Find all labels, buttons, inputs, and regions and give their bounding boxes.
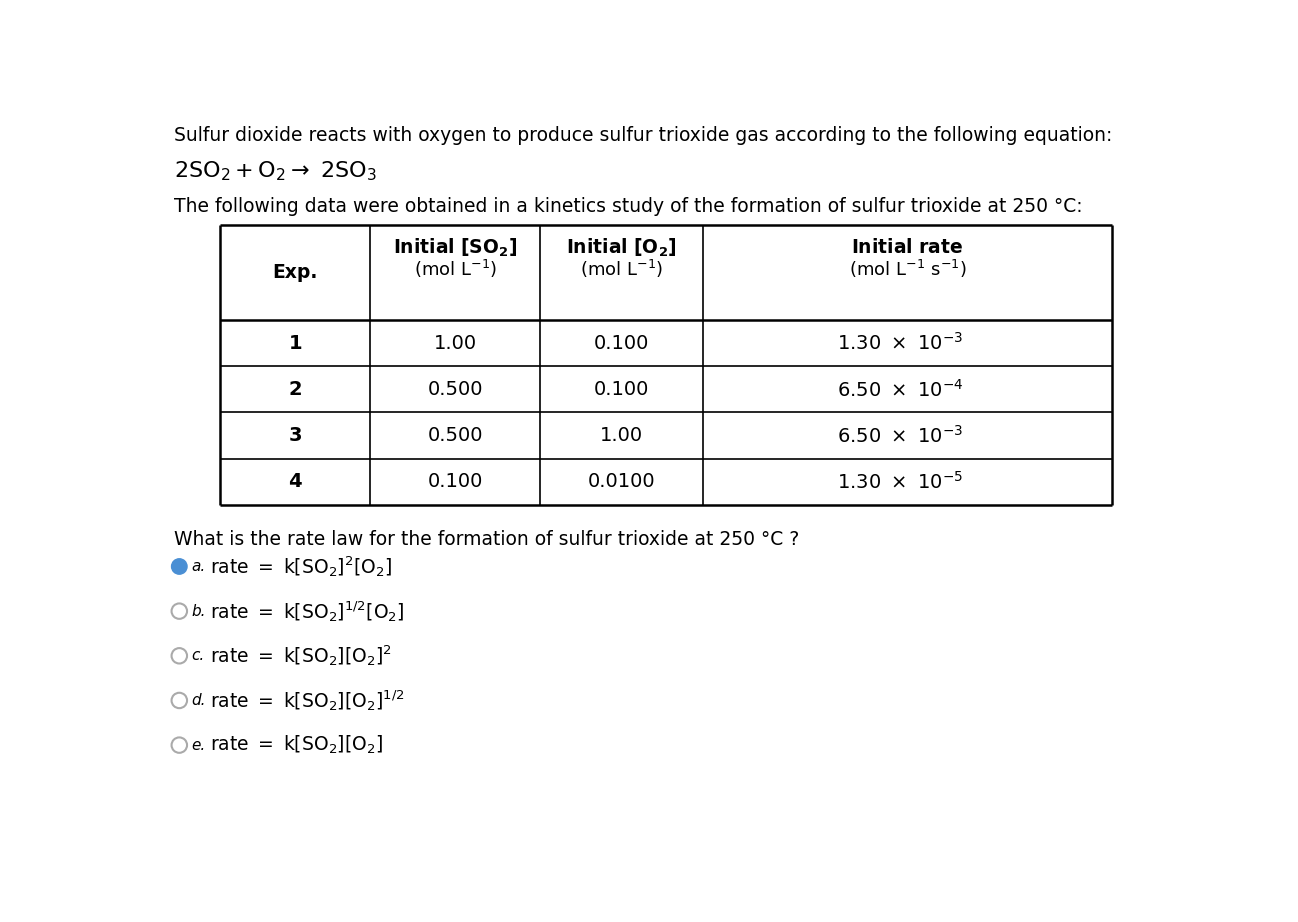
Text: 1: 1 <box>288 334 302 353</box>
Text: 1.00: 1.00 <box>434 334 476 353</box>
Text: rate $=$ k[SO$_2$][O$_2$]$^2$: rate $=$ k[SO$_2$][O$_2$]$^2$ <box>210 644 392 668</box>
Circle shape <box>171 559 187 574</box>
Text: 3: 3 <box>288 426 302 445</box>
Text: 0.100: 0.100 <box>594 380 649 399</box>
Text: $\mathregular{1.30\ \times\ 10^{-3}}$: $\mathregular{1.30\ \times\ 10^{-3}}$ <box>837 332 963 354</box>
Text: d.: d. <box>192 693 206 708</box>
Text: Sulfur dioxide reacts with oxygen to produce sulfur trioxide gas according to th: Sulfur dioxide reacts with oxygen to pro… <box>174 126 1112 145</box>
Text: 1.00: 1.00 <box>600 426 644 445</box>
Text: 0.500: 0.500 <box>427 380 483 399</box>
Text: $\mathbf{Initial\ [O_2]}$: $\mathbf{Initial\ [O_2]}$ <box>566 237 678 259</box>
Text: $\mathregular{(mol\ L^{-1})}$: $\mathregular{(mol\ L^{-1})}$ <box>414 258 497 280</box>
Text: rate $=$ k[SO$_2$]$^{1/2}$[O$_2$]: rate $=$ k[SO$_2$]$^{1/2}$[O$_2$] <box>210 598 405 623</box>
Text: 0.100: 0.100 <box>594 334 649 353</box>
Text: $\mathregular{6.50\ \times\ 10^{-4}}$: $\mathregular{6.50\ \times\ 10^{-4}}$ <box>836 378 963 400</box>
Text: 0.0100: 0.0100 <box>588 472 655 491</box>
Text: a.: a. <box>192 559 206 574</box>
Text: b.: b. <box>192 604 206 619</box>
Text: $\mathregular{6.50\ \times\ 10^{-3}}$: $\mathregular{6.50\ \times\ 10^{-3}}$ <box>837 425 963 446</box>
Text: 0.500: 0.500 <box>427 426 483 445</box>
Text: What is the rate law for the formation of sulfur trioxide at 250 °C ?: What is the rate law for the formation o… <box>174 530 800 550</box>
Text: Exp.: Exp. <box>273 263 318 282</box>
Text: The following data were obtained in a kinetics study of the formation of sulfur : The following data were obtained in a ki… <box>174 197 1083 216</box>
Text: 0.100: 0.100 <box>427 472 483 491</box>
Text: $\mathregular{(mol\ L^{-1}\ s^{-1})}$: $\mathregular{(mol\ L^{-1}\ s^{-1})}$ <box>849 258 966 280</box>
Text: $\mathregular{2SO_2 + O_2 \rightarrow \ 2SO_3}$: $\mathregular{2SO_2 + O_2 \rightarrow \ … <box>174 160 376 183</box>
Text: $\mathregular{1.30\ \times\ 10^{-5}}$: $\mathregular{1.30\ \times\ 10^{-5}}$ <box>837 471 963 492</box>
Text: c.: c. <box>192 648 205 663</box>
Text: rate $=$ k[SO$_2$]$^2$[O$_2$]: rate $=$ k[SO$_2$]$^2$[O$_2$] <box>210 554 392 579</box>
Text: $\mathbf{Initial\ [SO_2]}$: $\mathbf{Initial\ [SO_2]}$ <box>393 237 518 259</box>
Text: rate $=$ k[SO$_2$][O$_2$]: rate $=$ k[SO$_2$][O$_2$] <box>210 734 383 756</box>
Text: 4: 4 <box>288 472 302 491</box>
Text: $\mathregular{(mol\ L^{-1})}$: $\mathregular{(mol\ L^{-1})}$ <box>580 258 663 280</box>
Text: 2: 2 <box>288 380 302 399</box>
Text: $\mathbf{Initial\ rate}$: $\mathbf{Initial\ rate}$ <box>851 238 963 257</box>
Text: e.: e. <box>192 738 206 752</box>
Text: rate $=$ k[SO$_2$][O$_2$]$^{1/2}$: rate $=$ k[SO$_2$][O$_2$]$^{1/2}$ <box>210 688 405 713</box>
